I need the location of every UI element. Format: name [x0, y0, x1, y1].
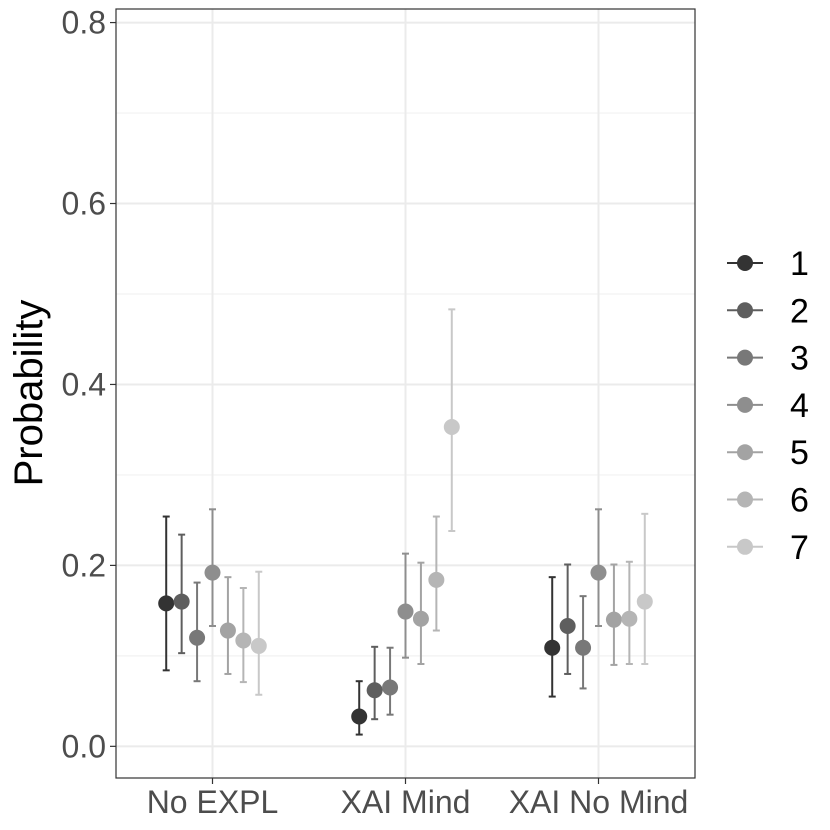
- legend-label: 6: [790, 482, 809, 520]
- y-axis: 0.0 0.2 0.4 0.6 0.8: [62, 5, 116, 764]
- data-point: [204, 564, 221, 581]
- legend-label: 3: [790, 340, 809, 378]
- data-marks: [158, 308, 653, 736]
- y-tick-label: 0.0: [62, 728, 106, 764]
- legend-marker: [737, 491, 753, 508]
- legend-label: 7: [790, 529, 809, 567]
- x-tick-label: XAI Mind: [341, 784, 471, 820]
- series-7: [250, 308, 653, 696]
- legend-marker: [737, 396, 753, 413]
- legend-item-2: 2: [727, 292, 809, 330]
- legend-item-1: 1: [727, 245, 809, 283]
- y-tick-label: 0.2: [62, 547, 106, 583]
- legend-marker: [737, 538, 753, 555]
- data-point: [158, 595, 175, 612]
- legend-marker: [737, 302, 753, 319]
- legend-label: 2: [790, 292, 809, 330]
- series-5: [219, 561, 622, 675]
- x-tick-label: No EXPL: [147, 784, 279, 820]
- data-point: [189, 629, 206, 646]
- legend: 1 2 3 4 5 6 7: [727, 245, 809, 567]
- data-point: [382, 679, 399, 696]
- series-2: [173, 533, 576, 721]
- series-3: [189, 581, 592, 716]
- data-point: [250, 637, 267, 654]
- legend-item-7: 7: [727, 529, 809, 567]
- legend-item-3: 3: [727, 340, 809, 378]
- data-point: [351, 708, 368, 725]
- data-point: [621, 610, 638, 627]
- y-tick-label: 0.6: [62, 186, 106, 222]
- legend-label: 5: [790, 434, 809, 472]
- data-point: [575, 639, 592, 656]
- data-point: [235, 632, 252, 649]
- legend-label: 1: [790, 245, 809, 283]
- data-point: [219, 622, 236, 639]
- y-axis-title: Probability: [7, 300, 51, 487]
- y-tick-label: 0.8: [62, 5, 106, 41]
- data-point: [397, 603, 414, 620]
- legend-item-6: 6: [727, 482, 809, 520]
- data-point: [443, 418, 460, 435]
- legend-item-4: 4: [727, 387, 809, 425]
- data-point: [636, 593, 653, 610]
- series-4: [204, 508, 607, 659]
- series-1: [158, 515, 561, 736]
- x-axis: No EXPL XAI Mind XAI No Mind: [147, 778, 689, 820]
- legend-marker: [737, 349, 753, 366]
- data-point: [173, 593, 190, 610]
- series-6: [235, 515, 638, 684]
- legend-item-5: 5: [727, 434, 809, 472]
- x-tick-label: XAI No Mind: [509, 784, 689, 820]
- y-tick-label: 0.4: [62, 366, 106, 402]
- data-point: [605, 611, 622, 628]
- data-point: [366, 682, 383, 699]
- data-point: [412, 610, 429, 627]
- legend-marker: [737, 255, 753, 271]
- data-point: [559, 618, 576, 635]
- data-point: [544, 639, 561, 656]
- data-point: [428, 571, 445, 588]
- legend-marker: [737, 444, 753, 461]
- data-point: [590, 564, 607, 581]
- legend-label: 4: [790, 387, 809, 425]
